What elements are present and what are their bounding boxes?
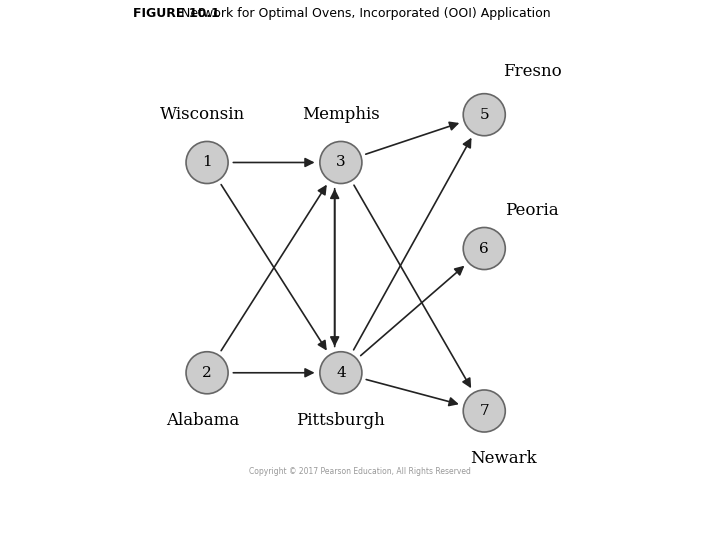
Text: ALWAYS LEARNING: ALWAYS LEARNING (14, 504, 109, 514)
Circle shape (186, 141, 228, 184)
Text: 7: 7 (480, 404, 489, 418)
Text: 2: 2 (202, 366, 212, 380)
Circle shape (320, 352, 362, 394)
Text: 5: 5 (480, 107, 489, 122)
Text: Newark: Newark (470, 450, 536, 467)
Text: 1: 1 (202, 156, 212, 170)
Text: Wisconsin: Wisconsin (160, 106, 245, 123)
Text: Ronald L. Rardin: Ronald L. Rardin (158, 518, 233, 527)
Text: Peoria: Peoria (505, 202, 559, 219)
Circle shape (463, 390, 505, 432)
Circle shape (186, 352, 228, 394)
Text: 3: 3 (336, 156, 346, 170)
Text: Fresno: Fresno (503, 63, 562, 80)
Text: Alabama: Alabama (166, 412, 239, 429)
Circle shape (463, 227, 505, 269)
Text: PEARSON: PEARSON (616, 502, 698, 516)
Text: Copyright © 2017 Pearson Education, All Rights Reserved: Copyright © 2017 Pearson Education, All … (249, 467, 471, 476)
Text: Network for Optimal Ovens, Incorporated (OOI) Application: Network for Optimal Ovens, Incorporated … (168, 7, 551, 20)
Text: 4: 4 (336, 366, 346, 380)
Circle shape (320, 141, 362, 184)
Text: All Rights Reserved: All Rights Reserved (446, 518, 534, 527)
Text: Copyright © 2017, 1998 by Pearson Education, Inc.: Copyright © 2017, 1998 by Pearson Educat… (446, 495, 680, 504)
Text: Memphis: Memphis (302, 106, 379, 123)
Text: Pittsburgh: Pittsburgh (297, 412, 385, 429)
Text: 6: 6 (480, 241, 489, 255)
Text: FIGURE 10.1: FIGURE 10.1 (133, 7, 220, 20)
Circle shape (463, 93, 505, 136)
Text: Optimization in Operations Research, 2e: Optimization in Operations Research, 2e (158, 495, 341, 504)
